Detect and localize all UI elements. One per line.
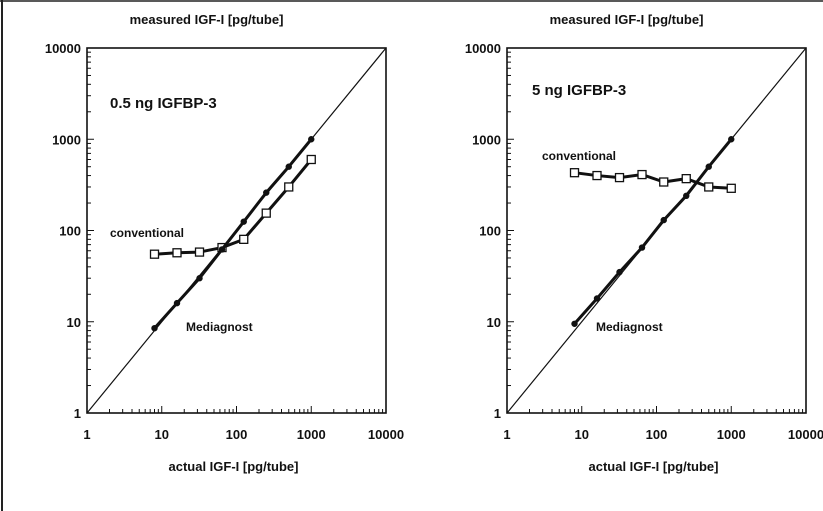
data-point-mediagnost <box>173 299 181 307</box>
series-label-conventional: conventional <box>110 226 184 240</box>
data-point-mediagnost <box>705 163 712 170</box>
data-point-mediagnost <box>151 324 158 332</box>
y-tick-label: 10 <box>487 315 501 330</box>
x-axis-label: actual IGF-I [pg/tube] <box>169 459 299 474</box>
y-axis-label: measured IGF-I [pg/tube] <box>130 12 284 27</box>
data-point-mediagnost <box>683 192 690 200</box>
data-point-mediagnost <box>571 320 578 327</box>
y-tick-label: 100 <box>59 224 81 239</box>
y-tick-label: 1000 <box>52 132 81 147</box>
chart-title: 0.5 ng IGFBP-3 <box>110 95 217 112</box>
data-point-conventional <box>614 172 625 183</box>
data-point-conventional <box>239 234 249 244</box>
x-axis-label: actual IGF-I [pg/tube] <box>589 459 719 474</box>
data-point-conventional <box>704 182 714 192</box>
x-tick-label: 1000 <box>297 427 326 442</box>
data-point-mediagnost <box>728 136 735 143</box>
x-tick-label: 100 <box>646 427 668 442</box>
chart-panel-left: 1 10 100 1000 10000 1 10 100 1000 10000 measured I… <box>45 12 404 474</box>
data-point-conventional <box>172 248 182 258</box>
data-point-conventional <box>637 169 647 180</box>
data-point-mediagnost <box>308 136 315 143</box>
data-point-conventional <box>284 182 294 192</box>
y-tick-label: 10000 <box>465 41 501 56</box>
data-point-mediagnost <box>263 189 270 196</box>
data-point-conventional <box>261 208 271 218</box>
data-point-mediagnost <box>616 268 623 276</box>
data-point-mediagnost <box>218 246 226 253</box>
data-point-mediagnost <box>660 216 667 224</box>
y-tick-label: 1000 <box>472 132 501 147</box>
data-point-conventional <box>659 177 669 187</box>
data-point-mediagnost <box>240 218 247 225</box>
data-point-mediagnost <box>285 163 292 170</box>
data-point-conventional <box>726 183 736 193</box>
x-tick-label: 1000 <box>717 427 746 442</box>
data-point-conventional <box>194 247 205 257</box>
series-label-conventional: conventional <box>542 149 616 163</box>
x-tick-label: 10000 <box>788 427 823 442</box>
chart-panel-right: 1 10 100 1000 10000 1 10 100 1000 10000 measured I… <box>465 12 823 474</box>
data-point-conventional <box>149 249 160 259</box>
data-point-mediagnost <box>196 275 203 282</box>
data-point-mediagnost <box>638 244 646 251</box>
y-tick-label: 1 <box>74 406 81 421</box>
series-line-mediagnost <box>153 138 313 330</box>
x-tick-label: 10 <box>155 427 169 442</box>
y-tick-label: 1 <box>494 406 501 421</box>
y-axis-label: measured IGF-I [pg/tube] <box>550 12 704 27</box>
x-tick-label: 100 <box>226 427 248 442</box>
data-point-conventional <box>306 154 316 165</box>
y-tick-label: 100 <box>479 224 501 239</box>
series-line-mediagnost <box>573 138 733 325</box>
series-label-mediagnost: Mediagnost <box>186 320 253 334</box>
data-point-conventional <box>592 170 602 181</box>
data-point-mediagnost <box>593 295 601 302</box>
data-point-conventional <box>681 174 691 184</box>
chart-title: 5 ng IGFBP-3 <box>532 82 626 99</box>
x-tick-label: 1 <box>83 427 90 442</box>
y-tick-label: 10 <box>67 315 81 330</box>
y-tick-label: 10000 <box>45 41 81 56</box>
x-tick-label: 1 <box>503 427 510 442</box>
series-label-mediagnost: Mediagnost <box>596 320 663 334</box>
x-tick-label: 10000 <box>368 427 404 442</box>
x-tick-label: 10 <box>575 427 589 442</box>
data-point-conventional <box>569 168 580 178</box>
